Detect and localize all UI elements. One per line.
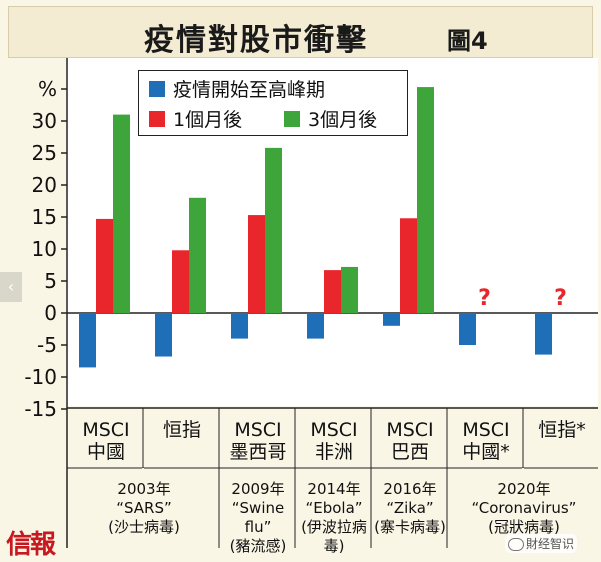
period-name: “Zika”	[386, 499, 434, 517]
category-line: MSCI	[386, 419, 434, 441]
category-line: MSCI	[462, 419, 510, 441]
period-year: 2016年	[383, 480, 437, 498]
category-line: 墨西哥	[229, 441, 287, 463]
category-line: 巴西	[390, 441, 429, 463]
bar-3-month	[417, 87, 434, 313]
bar-1-month	[172, 250, 189, 313]
category-line: MSCI	[234, 419, 282, 441]
brand-logo: 信報	[6, 530, 56, 560]
bar-3-month	[265, 147, 282, 313]
legend-swatch-blue	[149, 80, 165, 97]
period-name: “Coronavirus”	[471, 499, 577, 517]
wechat-icon	[508, 538, 524, 551]
bar-peak	[231, 313, 248, 339]
period-note: (豬流感)	[229, 537, 287, 555]
y-tick-label: -10	[24, 365, 57, 389]
y-tick-label: 10	[32, 237, 57, 261]
unknown-marker: ?	[554, 286, 567, 311]
figure-label: 圖4	[447, 27, 488, 55]
period-year: 2003年	[117, 480, 171, 498]
category-label-hsi-2020: 恒指*	[525, 419, 599, 441]
period-year: 2014年	[307, 480, 361, 498]
category-label-msci-mexico: MSCI 墨西哥	[221, 419, 295, 463]
bar-1-month	[96, 218, 113, 313]
y-tick-label: 25	[32, 141, 57, 165]
y-tick-label: 30	[32, 109, 57, 133]
legend-item-3m: 3個月後	[284, 105, 377, 132]
category-line: MSCI	[310, 419, 358, 441]
y-tick-label: 0	[44, 301, 57, 325]
legend-item-peak: 疫情開始至高峰期	[149, 75, 325, 102]
period-year: 2009年	[231, 480, 285, 498]
bar-peak	[459, 313, 476, 345]
legend-label: 疫情開始至高峰期	[173, 79, 326, 101]
legend-label: 3個月後	[308, 109, 378, 131]
period-label-coronavirus: 2020年 “Coronavirus” (冠狀病毒)	[448, 480, 600, 537]
y-tick-label: 15	[32, 205, 57, 229]
category-label-msci-china-2020: MSCI 中國*	[449, 419, 523, 463]
category-line: 恒指*	[538, 419, 586, 441]
bar-3-month	[189, 197, 206, 313]
category-label-hsi: 恒指	[145, 419, 219, 441]
y-tick-label: 20	[32, 173, 57, 197]
bar-3-month	[341, 266, 358, 313]
bar-peak	[79, 313, 96, 368]
bar-3-month	[113, 114, 130, 313]
bar-1-month	[324, 270, 341, 313]
legend: 疫情開始至高峰期 1個月後 3個月後	[138, 70, 408, 136]
chart-title: 疫情對股市衝擊	[144, 23, 368, 58]
legend-item-1m: 1個月後	[149, 105, 242, 132]
unknown-marker: ?	[478, 286, 491, 311]
bar-peak	[535, 313, 552, 355]
period-year: 2020年	[497, 480, 551, 498]
y-tick-label: 5	[44, 269, 57, 293]
period-name: “Swine flu”	[231, 499, 285, 536]
y-tick-label: -5	[37, 333, 57, 357]
category-label-msci-brazil: MSCI 巴西	[373, 419, 447, 463]
period-note: (伊波拉病毒)	[301, 518, 367, 555]
category-line: 中國	[86, 441, 125, 463]
period-note: (沙士病毒)	[108, 518, 180, 536]
category-line: 非洲	[314, 441, 353, 463]
category-label-msci-china: MSCI 中國	[69, 419, 143, 463]
category-line: 中國*	[462, 441, 510, 463]
bar-1-month	[400, 218, 417, 313]
bar-peak	[155, 313, 172, 357]
title-bar: 疫情對股市衝擊 圖4	[8, 6, 593, 58]
period-name: “SARS”	[116, 499, 172, 517]
category-label-msci-africa: MSCI 非洲	[297, 419, 371, 463]
category-line: MSCI	[82, 419, 130, 441]
period-note: (寨卡病毒)	[374, 518, 446, 536]
chevron-left-icon[interactable]: ‹	[0, 272, 22, 302]
period-label-swine-flu: 2009年 “Swine flu” (豬流感)	[220, 480, 296, 556]
y-tick-label: %	[38, 77, 57, 101]
bar-peak	[307, 313, 324, 339]
watermark: 財经智识	[505, 534, 578, 553]
period-label-ebola: 2014年 “Ebola” (伊波拉病毒)	[296, 480, 372, 556]
legend-swatch-green	[284, 110, 300, 127]
period-label-zika: 2016年 “Zika” (寨卡病毒)	[372, 480, 448, 537]
bar-1-month	[248, 215, 265, 313]
period-label-sars: 2003年 “SARS” (沙士病毒)	[68, 480, 220, 537]
watermark-text: 財经智识	[526, 537, 575, 551]
legend-swatch-red	[149, 110, 165, 127]
category-line: 恒指	[162, 419, 201, 441]
legend-label: 1個月後	[173, 109, 243, 131]
period-note: (冠狀病毒)	[488, 518, 560, 536]
bar-peak	[383, 313, 400, 326]
y-tick-label: -15	[24, 397, 57, 421]
period-name: “Ebola”	[305, 499, 363, 517]
